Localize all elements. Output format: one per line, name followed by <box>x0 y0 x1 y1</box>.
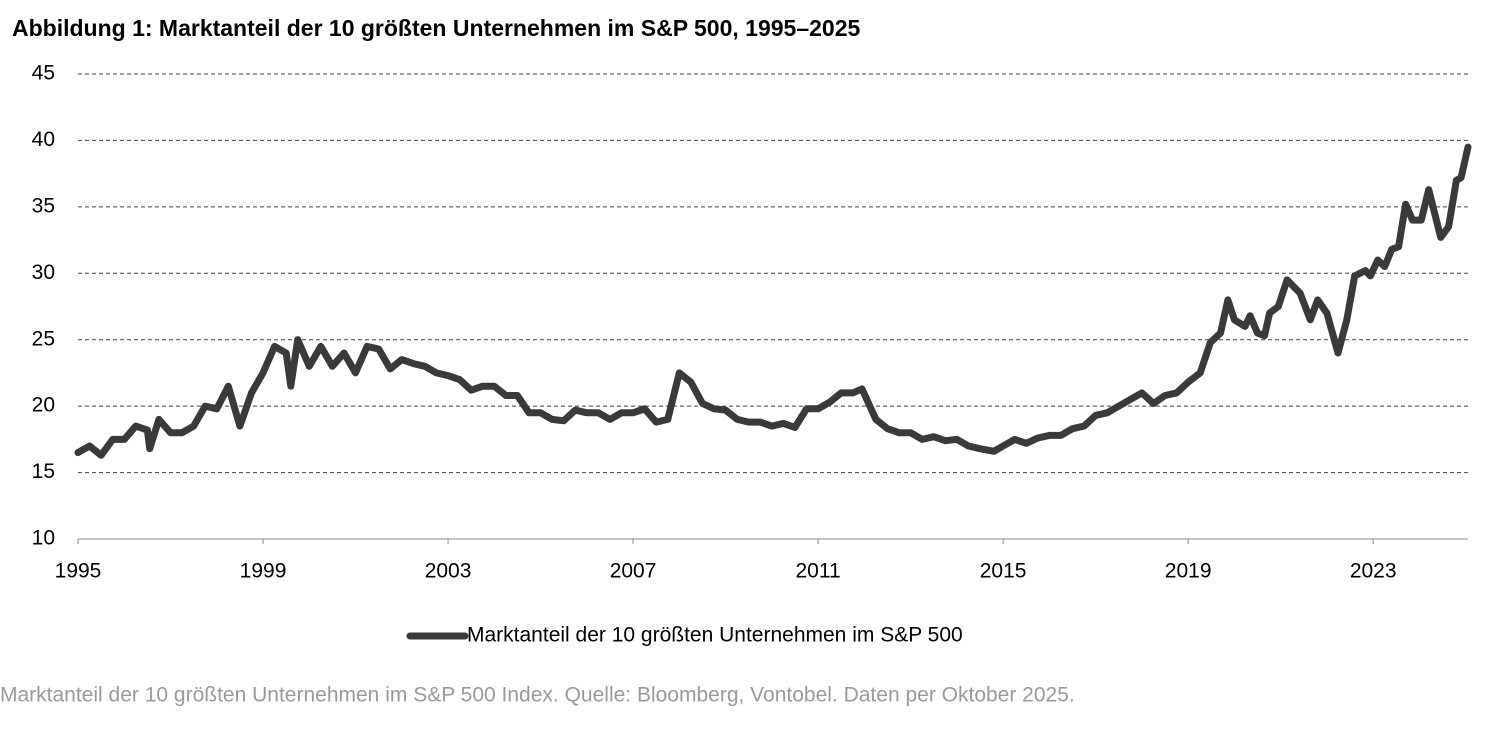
y-tick-label: 20 <box>32 394 55 417</box>
x-tick-label: 2003 <box>425 560 472 583</box>
x-tick-label: 2015 <box>980 560 1027 583</box>
y-tick-label: 25 <box>32 327 55 350</box>
y-tick-label: 35 <box>32 194 55 217</box>
line <box>74 143 1472 459</box>
y-tick-label: 10 <box>32 527 55 550</box>
x-tick-label: 1995 <box>55 560 102 583</box>
x-tick-label: 2019 <box>1165 560 1212 583</box>
x-tick-label: 2023 <box>1350 560 1397 583</box>
x-tick-label: 1999 <box>240 560 287 583</box>
legend-label: Marktanteil der 10 größten Unternehmen i… <box>467 624 963 647</box>
x-tick-label: 2007 <box>610 560 657 583</box>
y-tick-label: 15 <box>32 460 55 483</box>
y-tick-label: 30 <box>32 261 55 284</box>
y-tick-label: 45 <box>32 62 55 85</box>
caption: Marktanteil der 10 größten Unternehmen i… <box>0 684 1075 707</box>
x-tick-label: 2011 <box>796 560 841 583</box>
y-tick-label: 40 <box>32 128 55 151</box>
chart-title: Abbildung 1: Marktanteil der 10 größten … <box>12 15 860 41</box>
